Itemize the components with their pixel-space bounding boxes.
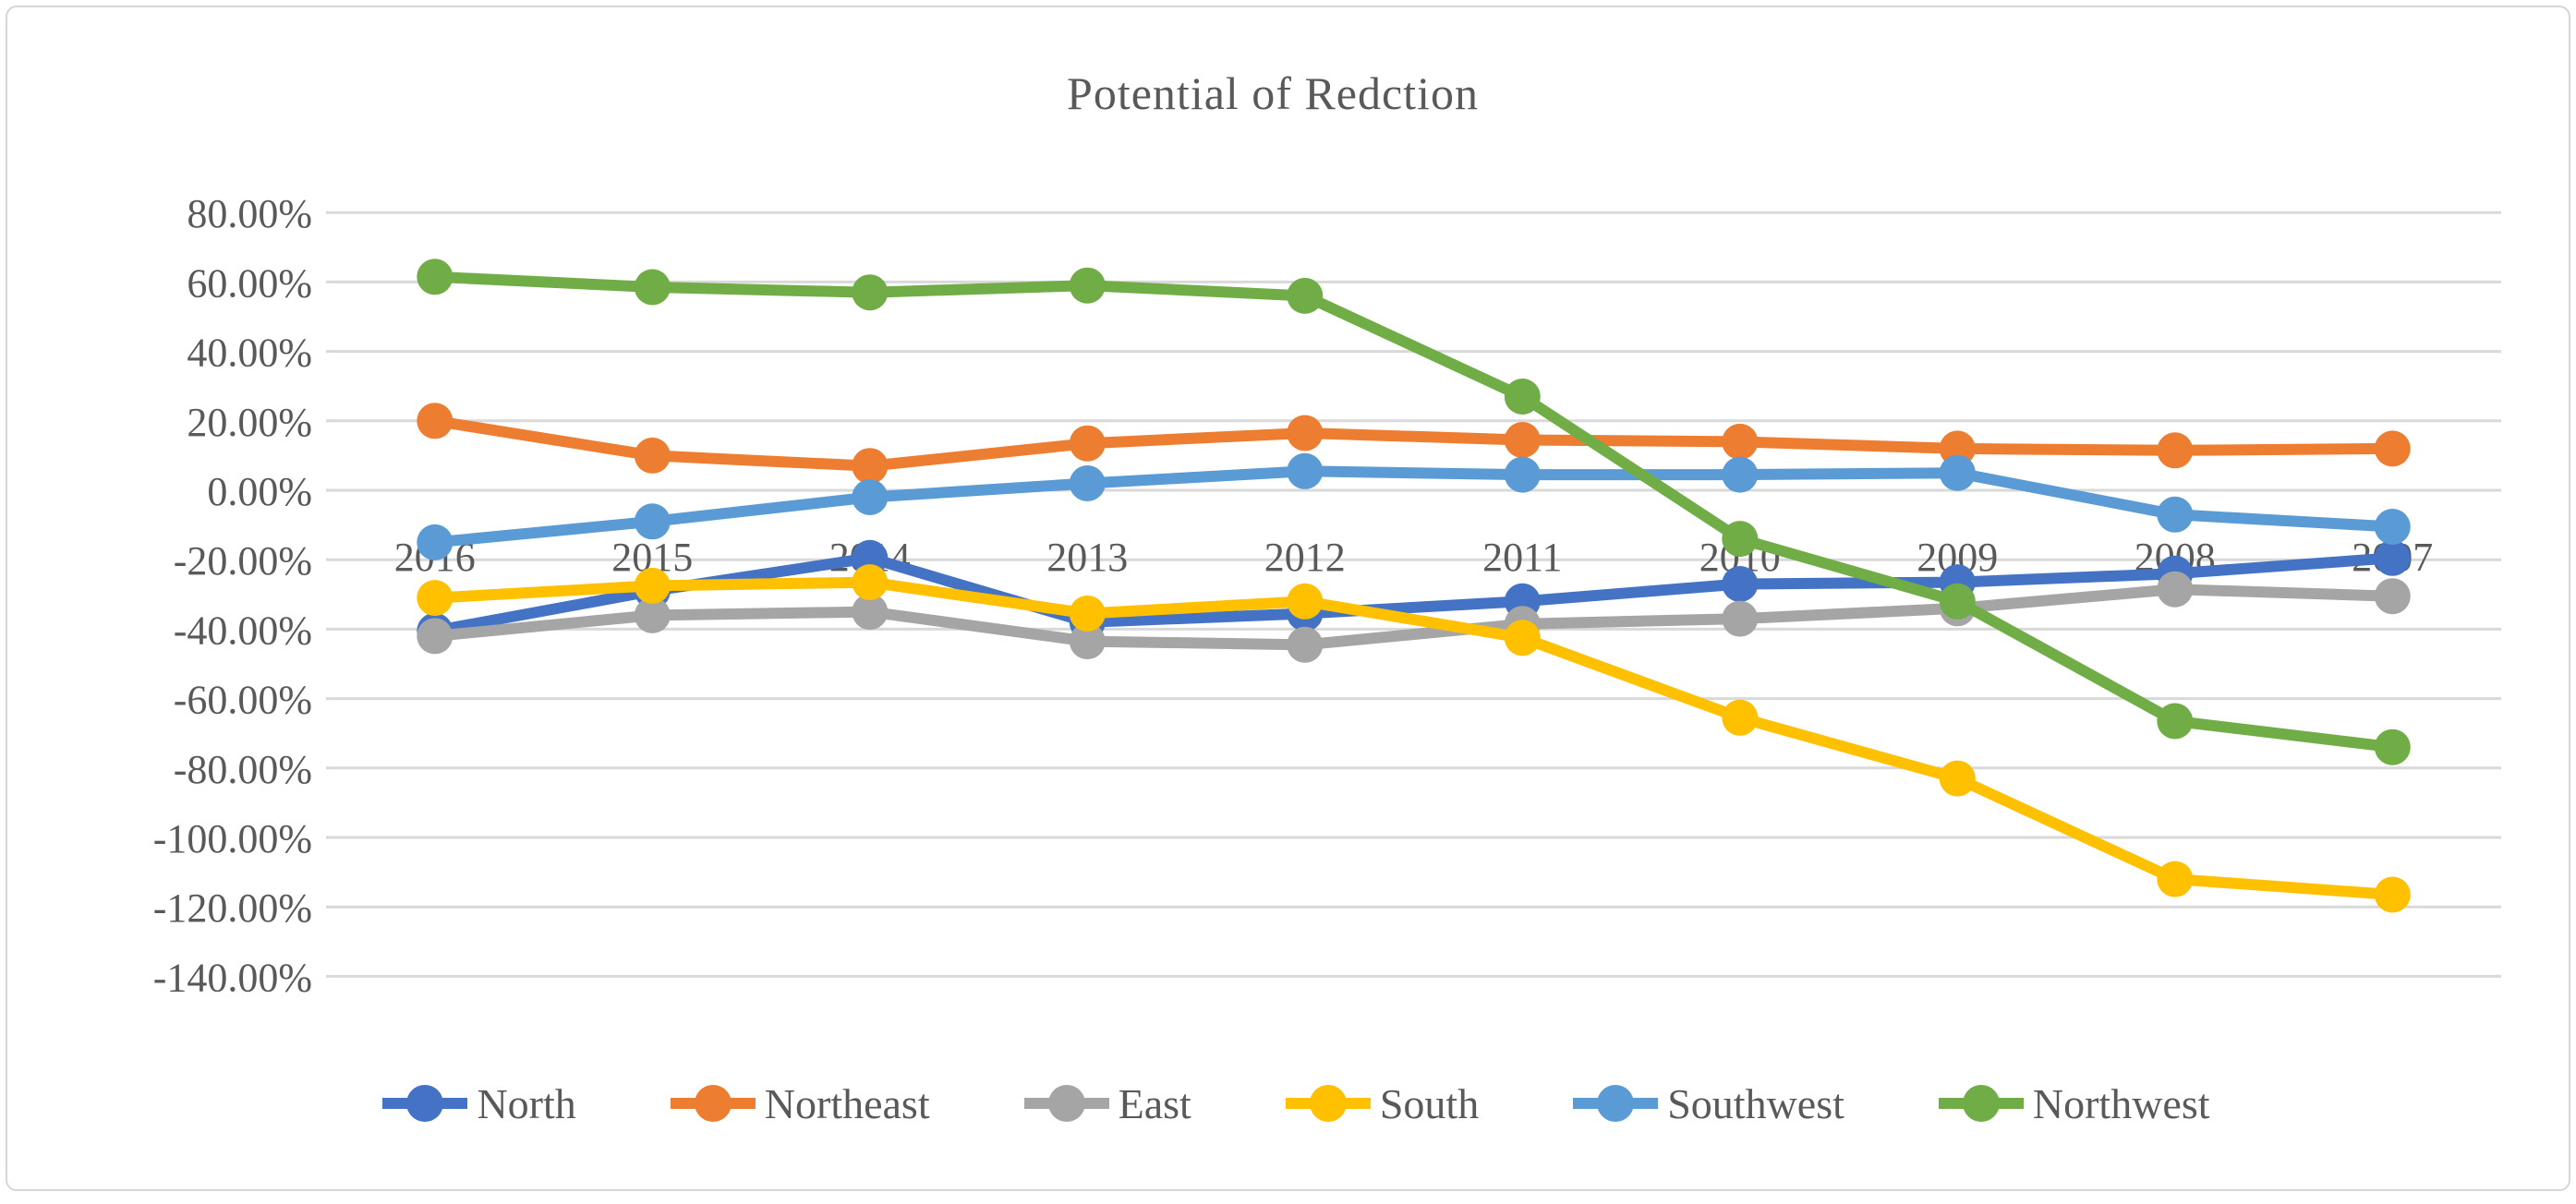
y-axis-tick-label: 80.00% bbox=[187, 191, 312, 236]
data-point-marker bbox=[2157, 861, 2193, 897]
series-southwest bbox=[417, 453, 2411, 560]
legend-label: East bbox=[1119, 1079, 1191, 1128]
y-axis-tick-label: -140.00% bbox=[153, 955, 312, 1000]
data-point-marker bbox=[1505, 422, 1541, 458]
x-axis-tick-label: 2011 bbox=[1482, 535, 1562, 580]
data-point-marker bbox=[2375, 877, 2411, 913]
legend-label: Northwest bbox=[2033, 1079, 2210, 1128]
data-point-marker bbox=[1940, 761, 1976, 797]
y-axis-tick-label: -120.00% bbox=[153, 885, 312, 931]
legend-marker-icon bbox=[1284, 1079, 1373, 1127]
legend-dot bbox=[1597, 1085, 1634, 1122]
y-axis-tick-label: -20.00% bbox=[174, 538, 312, 584]
legend-label: Southwest bbox=[1667, 1079, 1844, 1128]
legend-item-northeast: Northeast bbox=[669, 1079, 930, 1128]
plot-area: 80.00% 60.00% 40.00% 20.00% 0.00% -20.00% -40.… bbox=[7, 7, 2576, 1204]
legend-item-south: South bbox=[1284, 1079, 1479, 1128]
data-point-marker bbox=[1070, 465, 1106, 501]
data-point-marker bbox=[417, 580, 453, 616]
data-point-marker bbox=[635, 568, 671, 604]
data-point-marker bbox=[1505, 457, 1541, 493]
data-point-marker bbox=[2157, 572, 2193, 608]
data-point-marker bbox=[2157, 497, 2193, 533]
data-point-marker bbox=[1722, 566, 1758, 602]
data-point-marker bbox=[2375, 729, 2411, 765]
y-axis-tick-label: -40.00% bbox=[174, 608, 312, 653]
data-point-marker bbox=[417, 524, 453, 560]
legend-marker-icon bbox=[669, 1079, 757, 1127]
data-point-marker bbox=[1722, 521, 1758, 557]
data-point-marker bbox=[1287, 627, 1323, 663]
data-point-marker bbox=[2157, 432, 2193, 468]
data-point-marker bbox=[1722, 457, 1758, 493]
data-point-marker bbox=[1070, 268, 1106, 304]
data-point-marker bbox=[1070, 426, 1106, 462]
x-axis-tick-label: 2012 bbox=[1264, 535, 1346, 580]
data-point-marker bbox=[852, 274, 888, 310]
y-axis-tick-label: 40.00% bbox=[187, 331, 312, 376]
y-axis-tick-label: 60.00% bbox=[187, 260, 312, 306]
y-axis-tick-label: 0.00% bbox=[207, 469, 312, 514]
data-point-marker bbox=[852, 448, 888, 484]
legend-marker-icon bbox=[381, 1079, 469, 1127]
legend-item-southwest: Southwest bbox=[1571, 1079, 1844, 1128]
legend-dot bbox=[695, 1085, 732, 1122]
data-point-marker bbox=[2375, 578, 2411, 614]
legend-dot bbox=[1963, 1085, 2000, 1122]
data-point-marker bbox=[417, 618, 453, 654]
data-point-marker bbox=[2375, 509, 2411, 545]
data-point-marker bbox=[1722, 700, 1758, 736]
legend-label: Northeast bbox=[765, 1079, 930, 1128]
x-axis-tick-label: 2013 bbox=[1046, 535, 1128, 580]
chart-frame: Potential of Redction 80.00%60.00%40.00%… bbox=[6, 6, 2570, 1191]
legend-dot bbox=[1048, 1085, 1085, 1122]
legend-marker-icon bbox=[1937, 1079, 2026, 1127]
data-point-marker bbox=[1287, 415, 1323, 452]
legend-item-north: North bbox=[381, 1079, 575, 1128]
data-point-marker bbox=[417, 259, 453, 295]
data-point-marker bbox=[1505, 620, 1541, 656]
data-point-marker bbox=[2375, 430, 2411, 466]
data-point-marker bbox=[852, 479, 888, 515]
y-axis-tick-label: -60.00% bbox=[174, 678, 312, 723]
legend-label: North bbox=[477, 1079, 575, 1128]
legend: North Northeast East South Southwest Northwes… bbox=[7, 1062, 2576, 1145]
data-point-marker bbox=[1940, 584, 1976, 620]
data-point-marker bbox=[635, 270, 671, 306]
y-axis-tick-label: -80.00% bbox=[174, 747, 312, 792]
legend-item-east: East bbox=[1022, 1079, 1191, 1128]
legend-item-northwest: Northwest bbox=[1937, 1079, 2210, 1128]
data-point-marker bbox=[1505, 379, 1541, 415]
data-point-marker bbox=[1940, 455, 1976, 491]
data-point-marker bbox=[1722, 601, 1758, 637]
y-axis-tick-label: 20.00% bbox=[187, 400, 312, 445]
series-line-northeast bbox=[435, 421, 2393, 466]
data-point-marker bbox=[1287, 584, 1323, 620]
data-point-marker bbox=[417, 403, 453, 439]
data-point-marker bbox=[852, 564, 888, 600]
legend-label: South bbox=[1380, 1079, 1479, 1128]
data-point-marker bbox=[1070, 596, 1106, 632]
data-point-marker bbox=[2375, 540, 2411, 576]
data-point-marker bbox=[2157, 704, 2193, 740]
data-point-marker bbox=[1287, 278, 1323, 314]
legend-marker-icon bbox=[1571, 1079, 1660, 1127]
series-line-southwest bbox=[435, 471, 2393, 542]
legend-dot bbox=[1310, 1085, 1347, 1122]
data-point-marker bbox=[1722, 424, 1758, 460]
data-point-marker bbox=[635, 503, 671, 539]
legend-marker-icon bbox=[1022, 1079, 1111, 1127]
data-point-marker bbox=[1287, 453, 1323, 489]
legend-dot bbox=[406, 1085, 443, 1122]
data-point-marker bbox=[635, 438, 671, 474]
y-axis-tick-label: -100.00% bbox=[153, 816, 312, 861]
